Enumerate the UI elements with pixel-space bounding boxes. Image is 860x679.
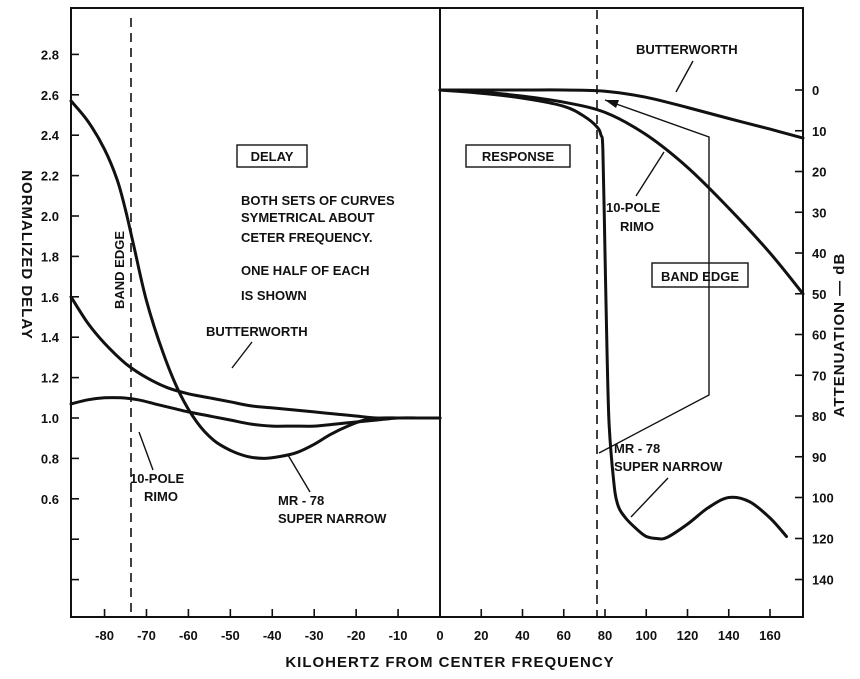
x-tick-label-right: 140 [718, 628, 740, 643]
y-tick-label-left: 2.0 [41, 209, 59, 224]
data-curves [69, 88, 805, 541]
band-edge-bracket [598, 99, 710, 454]
x-tick-label-left: -60 [179, 628, 198, 643]
y-tick-label-right: 140 [812, 573, 834, 588]
y-tick-label-right: 60 [812, 328, 826, 343]
y-axis-title-left: NORMALIZED DELAY [18, 170, 35, 340]
y-tick-label-right: 20 [812, 165, 826, 180]
x-tick-label-right: 100 [635, 628, 657, 643]
y-tick-label-left: 1.8 [41, 249, 59, 264]
y-tick-label-left: 2.8 [41, 47, 59, 62]
y-tick-label-left: 2.6 [41, 88, 59, 103]
label-rimo-right-2: RIMO [620, 219, 654, 234]
y-tick-label-left: 2.4 [41, 128, 60, 143]
leader-butterworth-right [675, 60, 694, 93]
note-line-2: SYMETRICAL ABOUT [241, 210, 375, 225]
delay-box: DELAY [236, 144, 308, 168]
y-tick-label-left: 0.6 [41, 492, 59, 507]
x-tick-label-left: -80 [95, 628, 114, 643]
y-tick-label-right: 100 [812, 491, 834, 506]
response-box-label: RESPONSE [482, 149, 555, 164]
label-mr78-left-2: SUPER NARROW [278, 511, 387, 526]
x-tick-label-right: 20 [474, 628, 488, 643]
band-edge-label-right: BAND EDGE [661, 269, 739, 284]
note-line-1: BOTH SETS OF CURVES [241, 193, 395, 208]
y-tick-label-right: 40 [812, 246, 826, 261]
y-tick-label-left: 1.2 [41, 371, 59, 386]
x-tick-label-left: -10 [389, 628, 408, 643]
note-line-5: IS SHOWN [241, 288, 307, 303]
delay-series-2 [69, 396, 442, 428]
label-mr78-right-1: MR - 78 [614, 441, 660, 456]
y-tick-label-left: 1.4 [41, 330, 60, 345]
x-tick-label-left: -30 [305, 628, 324, 643]
band-edge-box-right: BAND EDGE [651, 262, 749, 288]
x-tick-label-right: 40 [515, 628, 529, 643]
delay-box-label: DELAY [251, 149, 294, 164]
x-tick-label-right: 60 [557, 628, 571, 643]
axis-ticks: 2.8 2.6 2.4 2.2 2.0 1.8 1.6 1.4 1.2 1.0 0.8 0.6 0 10 2… [41, 47, 834, 643]
leader-butterworth-left [231, 341, 253, 369]
delay-series-1 [69, 295, 442, 420]
y-tick-label-left: 1.6 [41, 290, 59, 305]
x-tick-label-right: 0 [436, 628, 443, 643]
x-tick-label-left: -70 [137, 628, 156, 643]
y-tick-label-right: 80 [812, 409, 826, 424]
y-tick-label-right: 120 [812, 532, 834, 547]
note-line-4: ONE HALF OF EACH [241, 263, 370, 278]
band-edge-label-left: BAND EDGE [112, 231, 127, 309]
y-tick-label-left: 0.8 [41, 451, 59, 466]
x-tick-label-right: 120 [677, 628, 699, 643]
label-rimo-left-1: 10-POLE [130, 471, 185, 486]
x-tick-label-right: 80 [598, 628, 612, 643]
label-butterworth-right: BUTTERWORTH [636, 42, 738, 57]
response-series-2 [438, 88, 788, 541]
y-tick-label-left: 2.2 [41, 169, 59, 184]
y-tick-label-right: 90 [812, 450, 826, 465]
note-line-3: CETER FREQUENCY. [241, 230, 372, 245]
x-tick-label-left: -20 [347, 628, 366, 643]
response-series-1 [438, 88, 805, 296]
right-panel-frame [439, 7, 804, 618]
leader-mr78-right [630, 477, 669, 518]
label-butterworth-left: BUTTERWORTH [206, 324, 308, 339]
x-tick-label-left: -50 [221, 628, 240, 643]
response-series-0 [438, 88, 805, 140]
label-rimo-left-2: RIMO [144, 489, 178, 504]
y-tick-label-right: 10 [812, 124, 826, 139]
band-edge-arrowhead [605, 100, 619, 108]
leader-mr78-left [287, 454, 311, 493]
label-rimo-right-1: 10-POLE [606, 200, 661, 215]
label-mr78-right-2: SUPER NARROW [614, 459, 723, 474]
leader-rimo-right [635, 151, 665, 197]
x-axis-title: KILOHERTZ FROM CENTER FREQUENCY [285, 654, 614, 671]
x-tick-label-left: -40 [263, 628, 282, 643]
y-tick-label-right: 50 [812, 287, 826, 302]
leader-rimo-left [138, 431, 154, 471]
y-tick-label-left: 1.0 [41, 411, 59, 426]
y-tick-label-right: 0 [812, 83, 819, 98]
y-axis-title-right: ATTENUATION — dB [831, 253, 848, 418]
x-tick-label-right: 160 [759, 628, 781, 643]
y-tick-label-right: 30 [812, 205, 826, 220]
y-tick-label-right: 70 [812, 368, 826, 383]
response-box: RESPONSE [465, 144, 571, 168]
label-mr78-left-1: MR - 78 [278, 493, 324, 508]
